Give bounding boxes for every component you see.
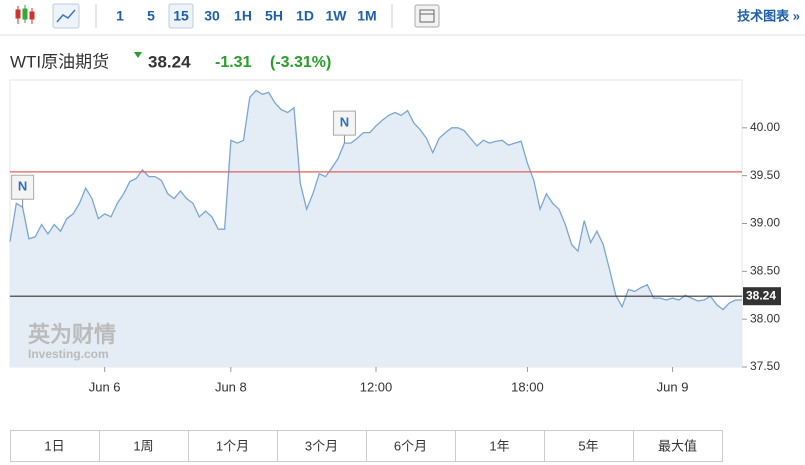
range-button[interactable] — [366, 430, 456, 462]
annotation-label: N — [340, 115, 349, 130]
range-label: 最大值 — [658, 438, 697, 453]
price: 38.24 — [148, 52, 191, 71]
interval-button[interactable]: 5H — [265, 8, 283, 24]
range-label: 1个月 — [216, 438, 249, 453]
icon-part — [29, 11, 35, 20]
interval-selected — [168, 3, 194, 29]
range-label: 3个月 — [305, 438, 338, 453]
price-tag-label: 38.24 — [746, 288, 776, 302]
area-fill — [10, 90, 742, 367]
price-tag — [743, 287, 781, 306]
annotation-box[interactable] — [332, 110, 356, 136]
interval-button[interactable]: 30 — [204, 8, 220, 24]
y-tick-label: 39.00 — [750, 216, 780, 230]
annotation-label: N — [18, 179, 27, 194]
icon-part — [56, 9, 76, 23]
interval-button[interactable]: 1W — [326, 8, 348, 24]
range-button[interactable] — [277, 430, 367, 462]
y-tick-label: 37.50 — [750, 359, 780, 373]
y-tick-label: 40.00 — [750, 120, 780, 134]
interval-button[interactable]: 1D — [296, 8, 314, 24]
price-line — [9, 89, 742, 311]
interval-button[interactable]: 1 — [116, 8, 124, 24]
instrument-name: WTI原油期货 — [10, 52, 109, 71]
icon-part — [22, 8, 28, 20]
interval-button[interactable]: 1H — [234, 8, 252, 24]
table-icon[interactable] — [414, 4, 440, 28]
icon-part — [15, 9, 21, 19]
interval-group: 1 5 15 30 1H 5H 1D 1W 1M — [116, 3, 377, 29]
toolbar: 1 5 15 30 1H 5H 1D 1W 1M 技术图表 » — [0, 3, 805, 36]
range-label: 1日 — [44, 438, 64, 453]
x-tick-label: Jun 6 — [89, 379, 121, 394]
chart: 37.50 38.00 38.50 39.00 39.50 40.00 Jun 6 Jun 8… — [9, 79, 781, 394]
watermark: Investing.com — [28, 347, 109, 361]
interval-button[interactable]: 1M — [357, 8, 376, 24]
range-label: 1周 — [133, 438, 153, 453]
range-button[interactable] — [544, 430, 634, 462]
x-tick-label: Jun 8 — [215, 379, 247, 394]
candlestick-icon[interactable] — [15, 5, 35, 24]
down-arrow — [134, 52, 142, 58]
icon-part — [419, 9, 435, 23]
change-pct: (-3.31%) — [270, 54, 331, 71]
header: WTI原油期货 38.24 -1.31 (-3.31%) — [10, 52, 331, 71]
range-label: 1年 — [489, 438, 509, 453]
range-label: 6个月 — [394, 438, 427, 453]
y-tick-label: 39.50 — [750, 168, 780, 182]
change: -1.31 — [215, 54, 252, 71]
y-tick-label: 38.00 — [750, 311, 780, 325]
annotation-box[interactable] — [11, 174, 35, 200]
range-button[interactable] — [633, 430, 723, 462]
range-button[interactable] — [188, 430, 278, 462]
interval-button[interactable]: 15 — [173, 8, 189, 24]
watermark: 英为财情 — [28, 322, 116, 347]
range-button[interactable] — [10, 430, 100, 462]
x-tick-label: 18:00 — [511, 379, 544, 394]
y-tick-label: 38.50 — [750, 264, 780, 278]
x-tick-label: 12:00 — [360, 379, 393, 394]
range-button[interactable] — [455, 430, 545, 462]
x-tick-label: Jun 9 — [657, 379, 689, 394]
range-label: 5年 — [578, 438, 598, 453]
interval-button[interactable]: 5 — [147, 8, 155, 24]
technical-chart-link[interactable]: 技术图表 » — [737, 8, 800, 23]
range-bar: 1日 1周 1个月 3个月 6个月 1年 5年 最大值 — [10, 430, 723, 462]
